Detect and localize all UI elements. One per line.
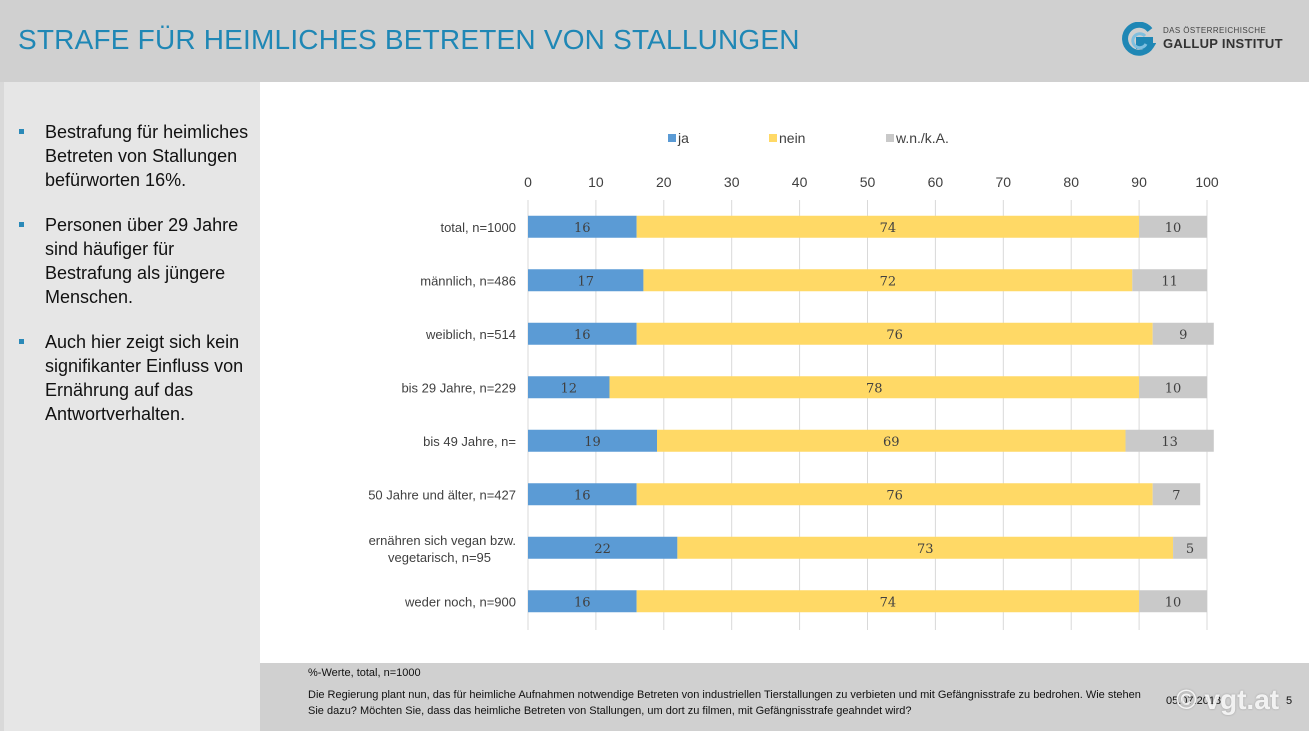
data-label: 16 xyxy=(574,221,591,236)
data-label: 10 xyxy=(1165,221,1182,236)
bullet-text: Bestrafung für heimliches Betreten von S… xyxy=(45,122,249,190)
bar-segment xyxy=(528,536,678,559)
category-label: bis 29 Jahre, n=229 xyxy=(401,380,516,395)
bullet-text: Auch hier zeigt sich kein signifikanter … xyxy=(45,332,244,424)
category-label: bis 49 Jahre, n= xyxy=(423,434,516,449)
x-tick-label: 0 xyxy=(524,174,532,190)
bullet-square-icon xyxy=(19,129,24,134)
bar-segment xyxy=(1139,215,1207,238)
bar-segment xyxy=(1173,536,1207,559)
logo-small-text: DAS ÖSTERREICHISCHE xyxy=(1163,26,1267,35)
bar-segment xyxy=(1125,429,1214,452)
bar-segment xyxy=(636,590,1140,613)
data-label: 16 xyxy=(574,488,591,503)
data-label: 17 xyxy=(577,274,594,289)
data-label: 69 xyxy=(883,435,900,450)
data-label: 78 xyxy=(866,381,883,396)
bullet-square-icon xyxy=(19,339,24,344)
bar-segment xyxy=(636,215,1140,238)
category-label: 50 Jahre und älter, n=427 xyxy=(368,487,516,502)
gallup-logo-icon xyxy=(1122,22,1156,56)
data-label: 13 xyxy=(1161,435,1178,450)
legend-label: nein xyxy=(779,130,805,146)
bar-segment xyxy=(1139,376,1207,399)
category-label: männlich, n=486 xyxy=(420,273,516,288)
page-title: STRAFE FÜR HEIMLICHES BETRETEN VON STALL… xyxy=(18,24,800,55)
x-tick-label: 40 xyxy=(792,174,808,190)
sidebar: Bestrafung für heimliches Betreten von S… xyxy=(4,82,260,731)
bar-segment xyxy=(528,483,637,506)
x-tick-label: 10 xyxy=(588,174,604,190)
header: STRAFE FÜR HEIMLICHES BETRETEN VON STALL… xyxy=(0,0,1309,82)
bar-segment xyxy=(636,322,1153,345)
data-label: 19 xyxy=(584,435,601,450)
footer-note: %-Werte, total, n=1000 xyxy=(308,667,421,679)
category-label: weder noch, n=900 xyxy=(404,594,516,609)
bullet-item: Personen über 29 Jahre sind häufiger für… xyxy=(18,213,254,309)
x-tick-label: 50 xyxy=(860,174,876,190)
data-label: 16 xyxy=(574,595,591,610)
data-label: 72 xyxy=(880,274,897,289)
bar-segment xyxy=(609,376,1140,399)
bar-segment xyxy=(528,590,637,613)
bullet-item: Bestrafung für heimliches Betreten von S… xyxy=(18,120,254,192)
x-tick-label: 80 xyxy=(1063,174,1079,190)
x-tick-label: 60 xyxy=(928,174,944,190)
data-label: 10 xyxy=(1165,595,1182,610)
legend-label: w.n./k.A. xyxy=(895,130,949,146)
category-label: ernähren sich vegan bzw. vegetarisch, n=9… xyxy=(369,533,516,565)
x-tick-label: 90 xyxy=(1131,174,1147,190)
legend-swatch xyxy=(668,134,676,142)
chart-panel: 0 10 20 30 40 50 60 70 80 90 100 ja nein w.n./k.A. tot… xyxy=(260,82,1309,663)
bar-segment xyxy=(636,483,1153,506)
x-tick-label: 30 xyxy=(724,174,740,190)
logo-main-text: GALLUP INSTITUT xyxy=(1163,36,1283,51)
bar-segment xyxy=(1152,322,1214,345)
data-label: 16 xyxy=(574,328,591,343)
legend-label: ja xyxy=(677,130,689,146)
x-tick-label: 20 xyxy=(656,174,672,190)
stacked-bar-chart: 0 10 20 30 40 50 60 70 80 90 100 ja nein w.n./k.A. tot… xyxy=(368,130,1219,630)
footer-date: 05.07.2018 xyxy=(1166,695,1222,707)
bullet-square-icon xyxy=(19,222,24,227)
gallup-logo: DAS ÖSTERREICHISCHE GALLUP INSTITUT xyxy=(1120,22,1300,62)
bullet-text: Personen über 29 Jahre sind häufiger für… xyxy=(45,215,239,307)
bar-segment xyxy=(1139,590,1207,613)
data-label: 73 xyxy=(917,542,934,557)
data-label: 74 xyxy=(880,221,897,236)
data-label: 22 xyxy=(594,542,611,557)
bar-segment xyxy=(528,376,610,399)
bar-segment xyxy=(643,269,1133,292)
data-label: 9 xyxy=(1179,328,1187,343)
bullet-list: Bestrafung für heimliches Betreten von S… xyxy=(18,120,254,447)
bar-segment xyxy=(528,269,644,292)
footer: %-Werte, total, n=1000 Die Regierung pla… xyxy=(260,663,1309,731)
watermark: © vgt.at xyxy=(1176,684,1280,715)
category-label: total, n=1000 xyxy=(440,220,516,235)
data-label: 5 xyxy=(1186,542,1194,557)
x-tick-label: 70 xyxy=(996,174,1012,190)
bar-segment xyxy=(1132,269,1207,292)
bar-segment xyxy=(1152,483,1201,506)
bar-segment xyxy=(528,429,658,452)
bar-segment xyxy=(657,429,1126,452)
data-label: 11 xyxy=(1161,274,1178,289)
bar-segment xyxy=(677,536,1174,559)
page-number: 5 xyxy=(1286,695,1293,707)
category-label: weiblich, n=514 xyxy=(425,327,516,342)
data-label: 76 xyxy=(886,328,903,343)
bar-segment xyxy=(528,215,637,238)
bar-segment xyxy=(528,322,637,345)
data-label: 7 xyxy=(1172,488,1180,503)
legend-swatch xyxy=(886,134,894,142)
data-label: 76 xyxy=(886,488,903,503)
data-label: 12 xyxy=(560,381,577,396)
data-label: 10 xyxy=(1165,381,1182,396)
data-label: 74 xyxy=(880,595,897,610)
x-tick-label: 100 xyxy=(1195,174,1219,190)
bullet-item: Auch hier zeigt sich kein signifikanter … xyxy=(18,330,254,426)
legend-swatch xyxy=(769,134,777,142)
footer-question: Die Regierung plant nun, das für heimlic… xyxy=(308,689,1141,717)
